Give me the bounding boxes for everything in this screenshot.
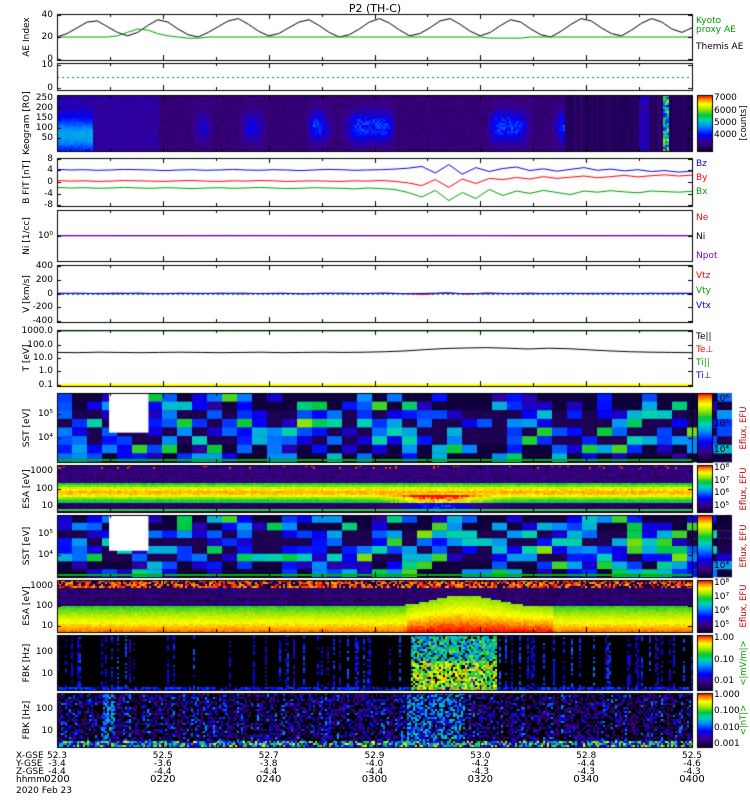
plot-title: P2 (TH-C) [348,2,402,15]
